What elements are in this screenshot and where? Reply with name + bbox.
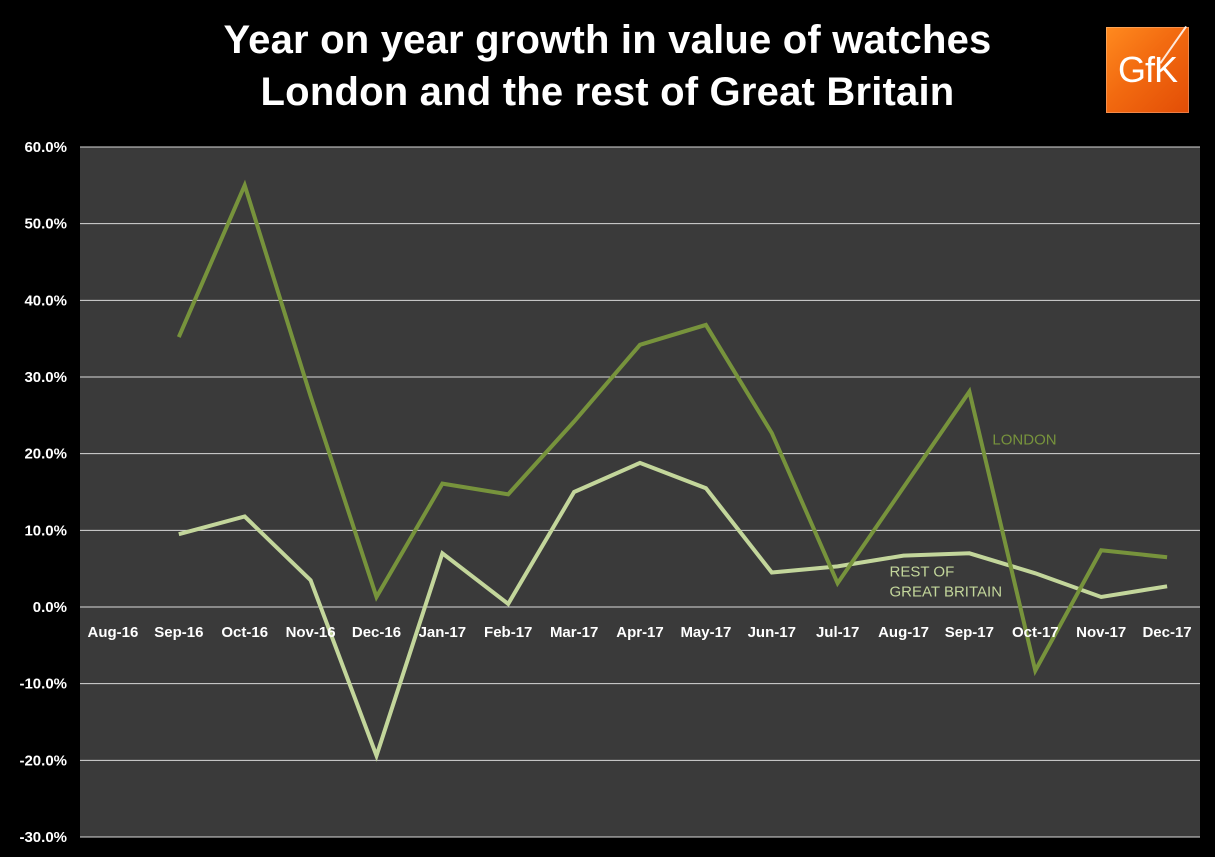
x-tick-label: Apr-17 (616, 624, 664, 641)
series-line-london (176, 179, 1168, 677)
y-tick-label: 60.0% (24, 139, 67, 156)
gridlines (80, 146, 1200, 838)
y-tick-label: 10.0% (24, 522, 67, 539)
plot-area (80, 147, 1200, 837)
y-tick-label: 20.0% (24, 446, 67, 463)
y-tick-label: 50.0% (24, 216, 67, 233)
x-tick-label: Oct-16 (221, 624, 268, 641)
x-tick-label: Aug-17 (878, 624, 929, 641)
series-labels: LONDON REST OF GREAT BRITAIN (890, 432, 1057, 601)
chart-title-line-1: Year on year growth in value of watches (223, 18, 992, 62)
y-tick-label: 40.0% (24, 292, 67, 309)
series-label-london: LONDON (992, 432, 1056, 449)
x-tick-label: Sep-17 (945, 624, 994, 641)
y-tick-label: -20.0% (19, 752, 67, 769)
series-lines (176, 179, 1168, 762)
x-tick-label: Nov-16 (286, 624, 336, 641)
x-tick-label: Jan-17 (419, 624, 467, 641)
chart-title: Year on year growth in value of watches … (0, 14, 1215, 118)
x-tick-label: Nov-17 (1076, 624, 1126, 641)
gfk-logo-text: GfK (1117, 49, 1178, 90)
x-tick-label: Sep-16 (154, 624, 203, 641)
y-tick-label: -10.0% (19, 676, 67, 693)
series-label-rest-of-great-britain: REST OF (890, 564, 955, 581)
x-tick-label: Feb-17 (484, 624, 532, 641)
x-axis-tick-labels: Aug-16 Sep-16 Oct-16 Nov-16 Dec-16 Jan-17 Feb-… (88, 624, 1192, 641)
y-tick-label: 0.0% (33, 599, 67, 616)
x-tick-label: Dec-17 (1142, 624, 1191, 641)
x-tick-label: Oct-17 (1012, 624, 1059, 641)
x-tick-label: Dec-16 (352, 624, 401, 641)
x-tick-label: Jun-17 (748, 624, 796, 641)
x-tick-label: Jul-17 (816, 624, 859, 641)
x-tick-label: Aug-16 (88, 624, 139, 641)
series-line-rest-of-great-britain (178, 460, 1168, 762)
chart-title-line-2: London and the rest of Great Britain (260, 70, 955, 114)
series-label-rest-of-great-britain: GREAT BRITAIN (890, 584, 1003, 601)
y-axis-tick-labels: 60.0% 50.0% 40.0% 30.0% 20.0% 10.0% 0.0% -10.0%… (19, 139, 67, 846)
x-tick-label: May-17 (680, 624, 731, 641)
gfk-logo: GfK (1106, 25, 1189, 113)
x-tick-label: Mar-17 (550, 624, 598, 641)
y-tick-label: 30.0% (24, 369, 67, 386)
y-tick-label: -30.0% (19, 829, 67, 846)
